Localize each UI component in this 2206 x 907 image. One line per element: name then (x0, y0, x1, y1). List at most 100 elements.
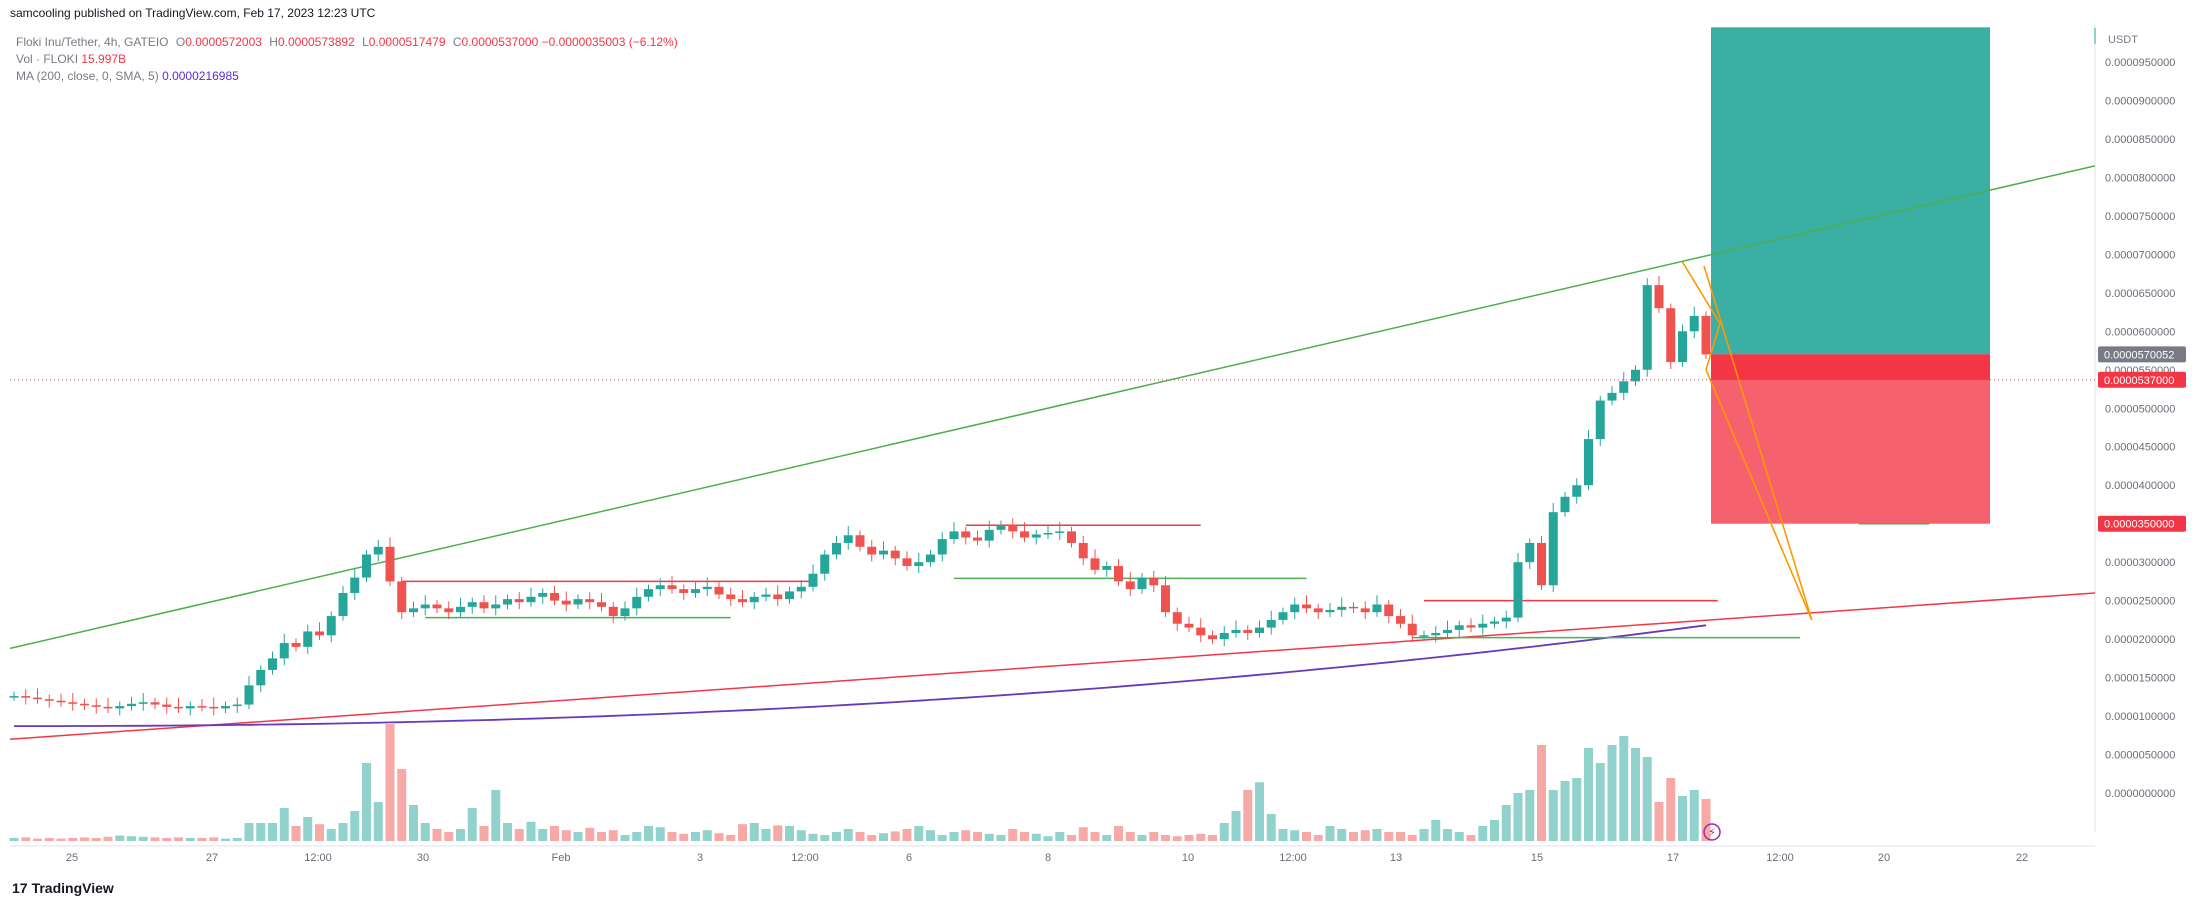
candle (679, 589, 689, 593)
volume-bar (667, 832, 677, 841)
x-tick-label: 13 (1390, 852, 1402, 864)
volume-bar (1172, 836, 1182, 841)
volume-bar (832, 832, 841, 841)
volume-bar (785, 826, 794, 841)
volume-bar (632, 832, 642, 841)
volume-bar (1384, 832, 1394, 841)
chart-legend: Floki Inu/Tether, 4h, GATEIO O0.00005720… (16, 34, 678, 85)
y-tick-label: 0.0000400000 (2105, 480, 2175, 492)
candle (1020, 531, 1029, 538)
candle (491, 604, 501, 609)
candle (1396, 616, 1405, 624)
volume-bar (197, 838, 207, 841)
volume-bar (44, 838, 54, 841)
x-tick-label: 8 (1045, 852, 1051, 864)
y-tick-label: 0.0000600000 (2105, 326, 2175, 338)
candle (1584, 439, 1593, 486)
volume-bar (926, 830, 935, 841)
lightning-glyph: ⚡ (1708, 826, 1716, 839)
y-tick-label: 0.0000100000 (2105, 711, 2175, 723)
volume-bar (174, 837, 183, 841)
price-label-text: 0.0000537000 (2104, 375, 2174, 387)
candle (785, 591, 794, 600)
ma-label[interactable]: MA (200, close, 0, SMA, 5) (16, 69, 159, 83)
low-value: 0.0000517479 (368, 35, 446, 49)
candle (1161, 585, 1170, 613)
candle (608, 606, 618, 617)
candle (1595, 400, 1605, 440)
volume-bar (561, 830, 571, 841)
volume-bar (714, 833, 724, 841)
candle (1278, 612, 1288, 620)
candle (855, 535, 865, 547)
candle (1525, 542, 1535, 563)
volume-bar (1137, 835, 1147, 841)
y-tick-label: 0.0000200000 (2105, 634, 2175, 646)
volume-bar (890, 831, 900, 841)
x-tick-label: 22 (2016, 852, 2028, 864)
candle (1619, 381, 1629, 393)
volume-bar (291, 826, 301, 841)
volume-bar (691, 832, 700, 841)
high-value: 0.0000573892 (277, 35, 355, 49)
candle (984, 529, 994, 541)
ma200-line (14, 624, 1707, 727)
lightning-event-icon[interactable] (1703, 823, 1721, 841)
tradingview-brand[interactable]: 17 TradingView (12, 880, 114, 896)
volume-bar (1349, 832, 1358, 841)
volume-bar (1443, 829, 1452, 841)
volume-bar (808, 833, 818, 841)
candle (1537, 542, 1546, 586)
candle (21, 696, 31, 698)
y-tick-label: 0.0000700000 (2105, 249, 2175, 261)
candle (890, 550, 900, 559)
candle (1031, 534, 1041, 538)
candle (597, 602, 606, 607)
y-tick-label: 0.0000000000 (2105, 788, 2175, 800)
volume-bar (914, 826, 924, 841)
candle (1372, 604, 1382, 613)
volume-label[interactable]: Vol · FLOKI (16, 52, 79, 66)
volume-bar (961, 830, 971, 841)
volume-bar (820, 835, 830, 841)
profit-zone (1711, 27, 1990, 355)
volume-bar (1337, 829, 1347, 841)
currency-label: USDT (2108, 34, 2138, 46)
symbol-label[interactable]: Floki Inu/Tether, 4h, GATEIO (16, 35, 169, 49)
x-tick-label: 20 (1878, 852, 1890, 864)
candle (1102, 566, 1112, 570)
volume-bar (303, 817, 313, 841)
candle (1349, 606, 1358, 609)
y-tick-label: 0.0000650000 (2105, 288, 2175, 300)
candle (1478, 623, 1488, 628)
candle (1184, 623, 1194, 628)
candle (691, 589, 700, 593)
volume-bar (1125, 832, 1135, 841)
x-tick-label: 12:00 (1766, 852, 1794, 864)
candle (138, 702, 148, 704)
volume-bar (91, 838, 101, 841)
volume-bar (1020, 832, 1029, 841)
candle (1419, 635, 1429, 637)
volume-bar (185, 838, 195, 841)
volume-bar (1619, 736, 1629, 841)
candle (409, 608, 418, 613)
x-tick-label: 12:00 (791, 852, 819, 864)
candle (843, 535, 853, 543)
entry-band (1711, 354, 1990, 380)
candle (1055, 531, 1065, 533)
volume-bar (1031, 833, 1041, 841)
candle (796, 586, 806, 592)
candle (244, 685, 254, 705)
brand-name: TradingView (31, 880, 114, 896)
candle (749, 596, 759, 603)
volume-bar (56, 838, 66, 841)
candle (1360, 608, 1370, 613)
volume-bar (1290, 830, 1300, 841)
candle (1431, 632, 1441, 636)
volume-bar (644, 826, 653, 841)
rising-trendline (9, 165, 2096, 650)
candle (1290, 604, 1300, 613)
candle (1149, 577, 1159, 586)
